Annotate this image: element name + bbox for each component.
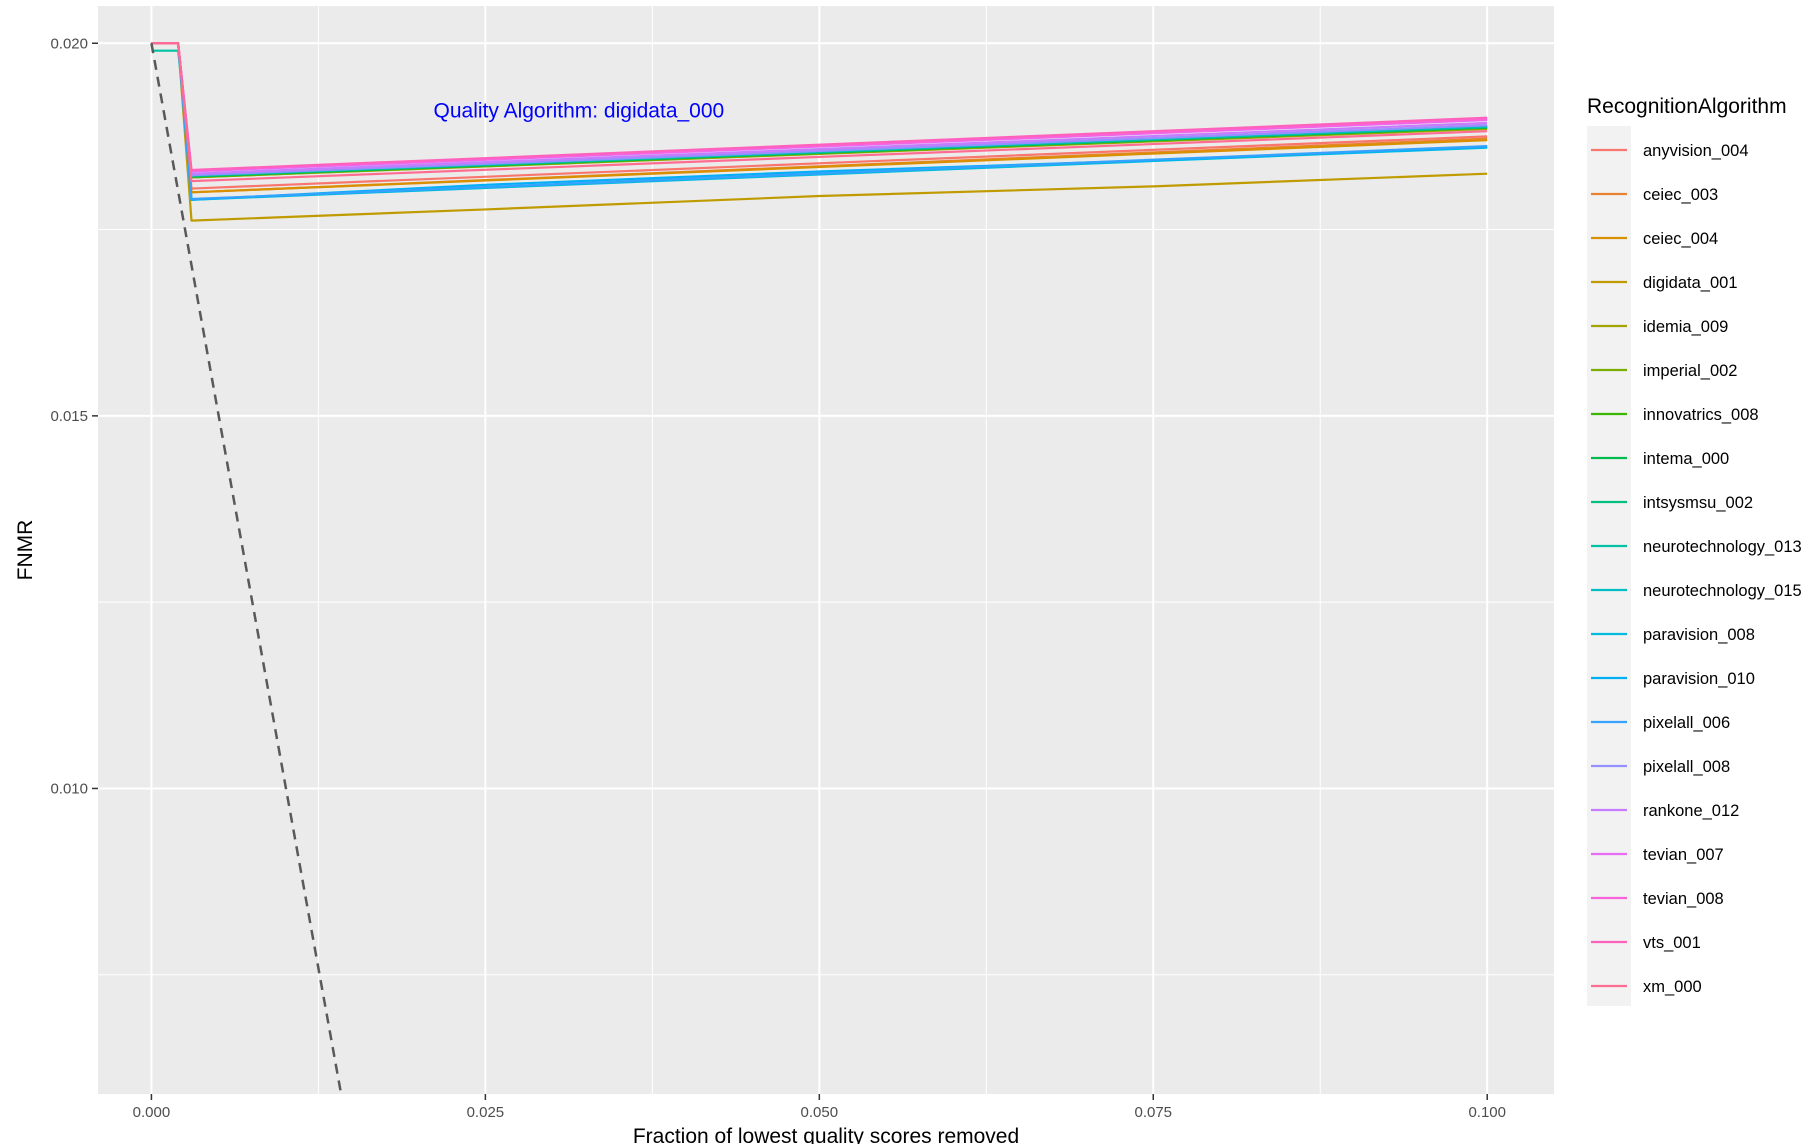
reference-line-layer [150,43,343,1095]
x-axis-title: Fraction of lowest quality scores remove… [633,1125,1019,1144]
x-tick-label: 0.100 [1468,1104,1506,1121]
y-tick-label: 0.020 [50,35,88,52]
x-tick-label: 0.075 [1134,1104,1172,1121]
legend-title: RecognitionAlgorithm [1587,95,1787,118]
legend-label-paravision_010: paravision_010 [1643,670,1755,688]
y-axis-title: FNMR [14,520,37,581]
legend-label-intsysmsu_002: intsysmsu_002 [1643,494,1753,512]
x-tick-label: 0.050 [801,1104,839,1121]
legend-label-neurotechnology_015: neurotechnology_015 [1643,582,1802,600]
legend-label-vts_001: vts_001 [1643,934,1701,952]
legend-label-paravision_008: paravision_008 [1643,626,1755,644]
legend: RecognitionAlgorithm anyvision_004 ceiec_… [1587,95,1802,1006]
y-tick-label: 0.010 [50,780,88,797]
legend-label-anyvision_004: anyvision_004 [1643,142,1749,160]
x-tick-label: 0.025 [467,1104,505,1121]
x-tick-label: 0.000 [133,1104,171,1121]
legend-label-neurotechnology_013: neurotechnology_013 [1643,538,1802,556]
legend-label-pixelall_006: pixelall_006 [1643,714,1730,732]
legend-label-innovatrics_008: innovatrics_008 [1643,406,1759,424]
series-lines [151,42,1488,222]
legend-key-background [1587,126,1631,1006]
legend-label-tevian_007: tevian_007 [1643,846,1724,864]
legend-label-tevian_008: tevian_008 [1643,890,1724,908]
legend-label-digidata_001: digidata_001 [1643,274,1738,292]
legend-label-ceiec_004: ceiec_004 [1643,230,1718,248]
annotation-layer: Quality Algorithm: digidata_000 [434,99,725,122]
legend-label-xm_000: xm_000 [1643,978,1702,996]
quality-algorithm-annotation: Quality Algorithm: digidata_000 [434,99,725,122]
legend-label-rankone_012: rankone_012 [1643,802,1739,820]
reference-dashed-line [150,43,343,1095]
legend-label-imperial_002: imperial_002 [1643,362,1737,380]
axis-tick-labels: 0.000 0.025 0.050 0.075 0.100 0.010 0.015 0.020 [50,35,1506,1121]
legend-label-intema_000: intema_000 [1643,450,1729,468]
axis-ticks [92,42,1488,1100]
y-tick-label: 0.015 [50,408,88,425]
legend-label-pixelall_008: pixelall_008 [1643,758,1730,776]
legend-items: anyvision_004 ceiec_003 ceiec_004 digidata_… [1591,142,1802,996]
series-line-xm_000 [151,42,1488,183]
legend-label-idemia_009: idemia_009 [1643,318,1728,336]
legend-label-ceiec_003: ceiec_003 [1643,186,1718,204]
